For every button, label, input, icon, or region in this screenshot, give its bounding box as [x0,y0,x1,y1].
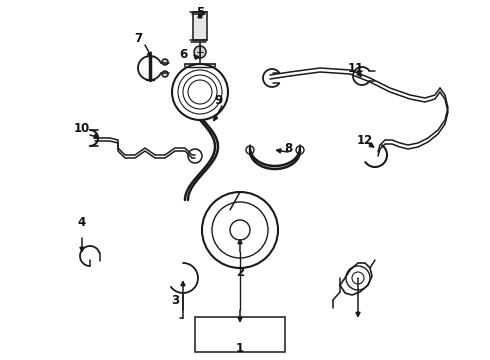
Text: 12: 12 [357,134,373,147]
Text: 9: 9 [214,94,222,107]
Bar [195,317,285,352]
Text: 7: 7 [134,31,142,45]
Text: 1: 1 [236,342,244,355]
Text: 8: 8 [284,141,292,154]
Text: 10: 10 [74,122,90,135]
Circle shape [162,59,168,65]
Text: 3: 3 [171,293,179,306]
Text: 6: 6 [179,49,187,62]
Text: 4: 4 [78,216,86,229]
Circle shape [194,46,206,58]
Circle shape [162,71,168,77]
Bar [193,12,207,40]
Text: 2: 2 [236,266,244,279]
Text: 5: 5 [196,5,204,18]
Text: 11: 11 [348,62,364,75]
